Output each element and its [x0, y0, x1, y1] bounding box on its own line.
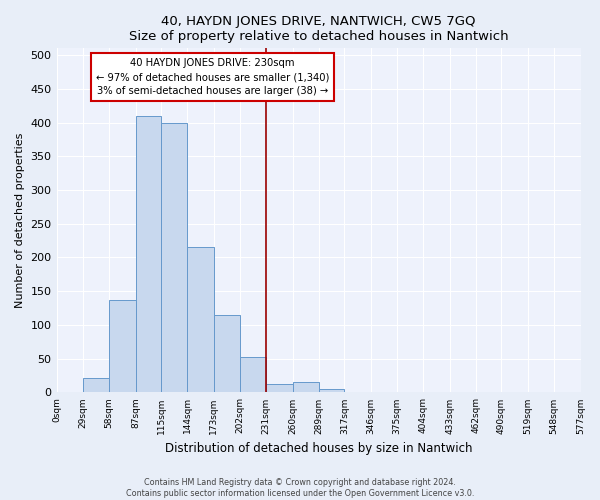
Bar — [161, 122, 187, 392]
Bar — [136, 116, 161, 392]
Bar — [83, 378, 109, 392]
Bar — [109, 300, 136, 392]
Bar — [240, 356, 266, 392]
Title: 40, HAYDN JONES DRIVE, NANTWICH, CW5 7GQ
Size of property relative to detached h: 40, HAYDN JONES DRIVE, NANTWICH, CW5 7GQ… — [129, 15, 508, 43]
Bar — [214, 315, 240, 392]
Bar — [266, 384, 293, 392]
Text: Contains HM Land Registry data © Crown copyright and database right 2024.
Contai: Contains HM Land Registry data © Crown c… — [126, 478, 474, 498]
Y-axis label: Number of detached properties: Number of detached properties — [15, 132, 25, 308]
Text: 40 HAYDN JONES DRIVE: 230sqm
← 97% of detached houses are smaller (1,340)
3% of : 40 HAYDN JONES DRIVE: 230sqm ← 97% of de… — [96, 58, 329, 96]
Bar — [293, 382, 319, 392]
Bar — [319, 389, 344, 392]
X-axis label: Distribution of detached houses by size in Nantwich: Distribution of detached houses by size … — [165, 442, 472, 455]
Bar — [187, 248, 214, 392]
